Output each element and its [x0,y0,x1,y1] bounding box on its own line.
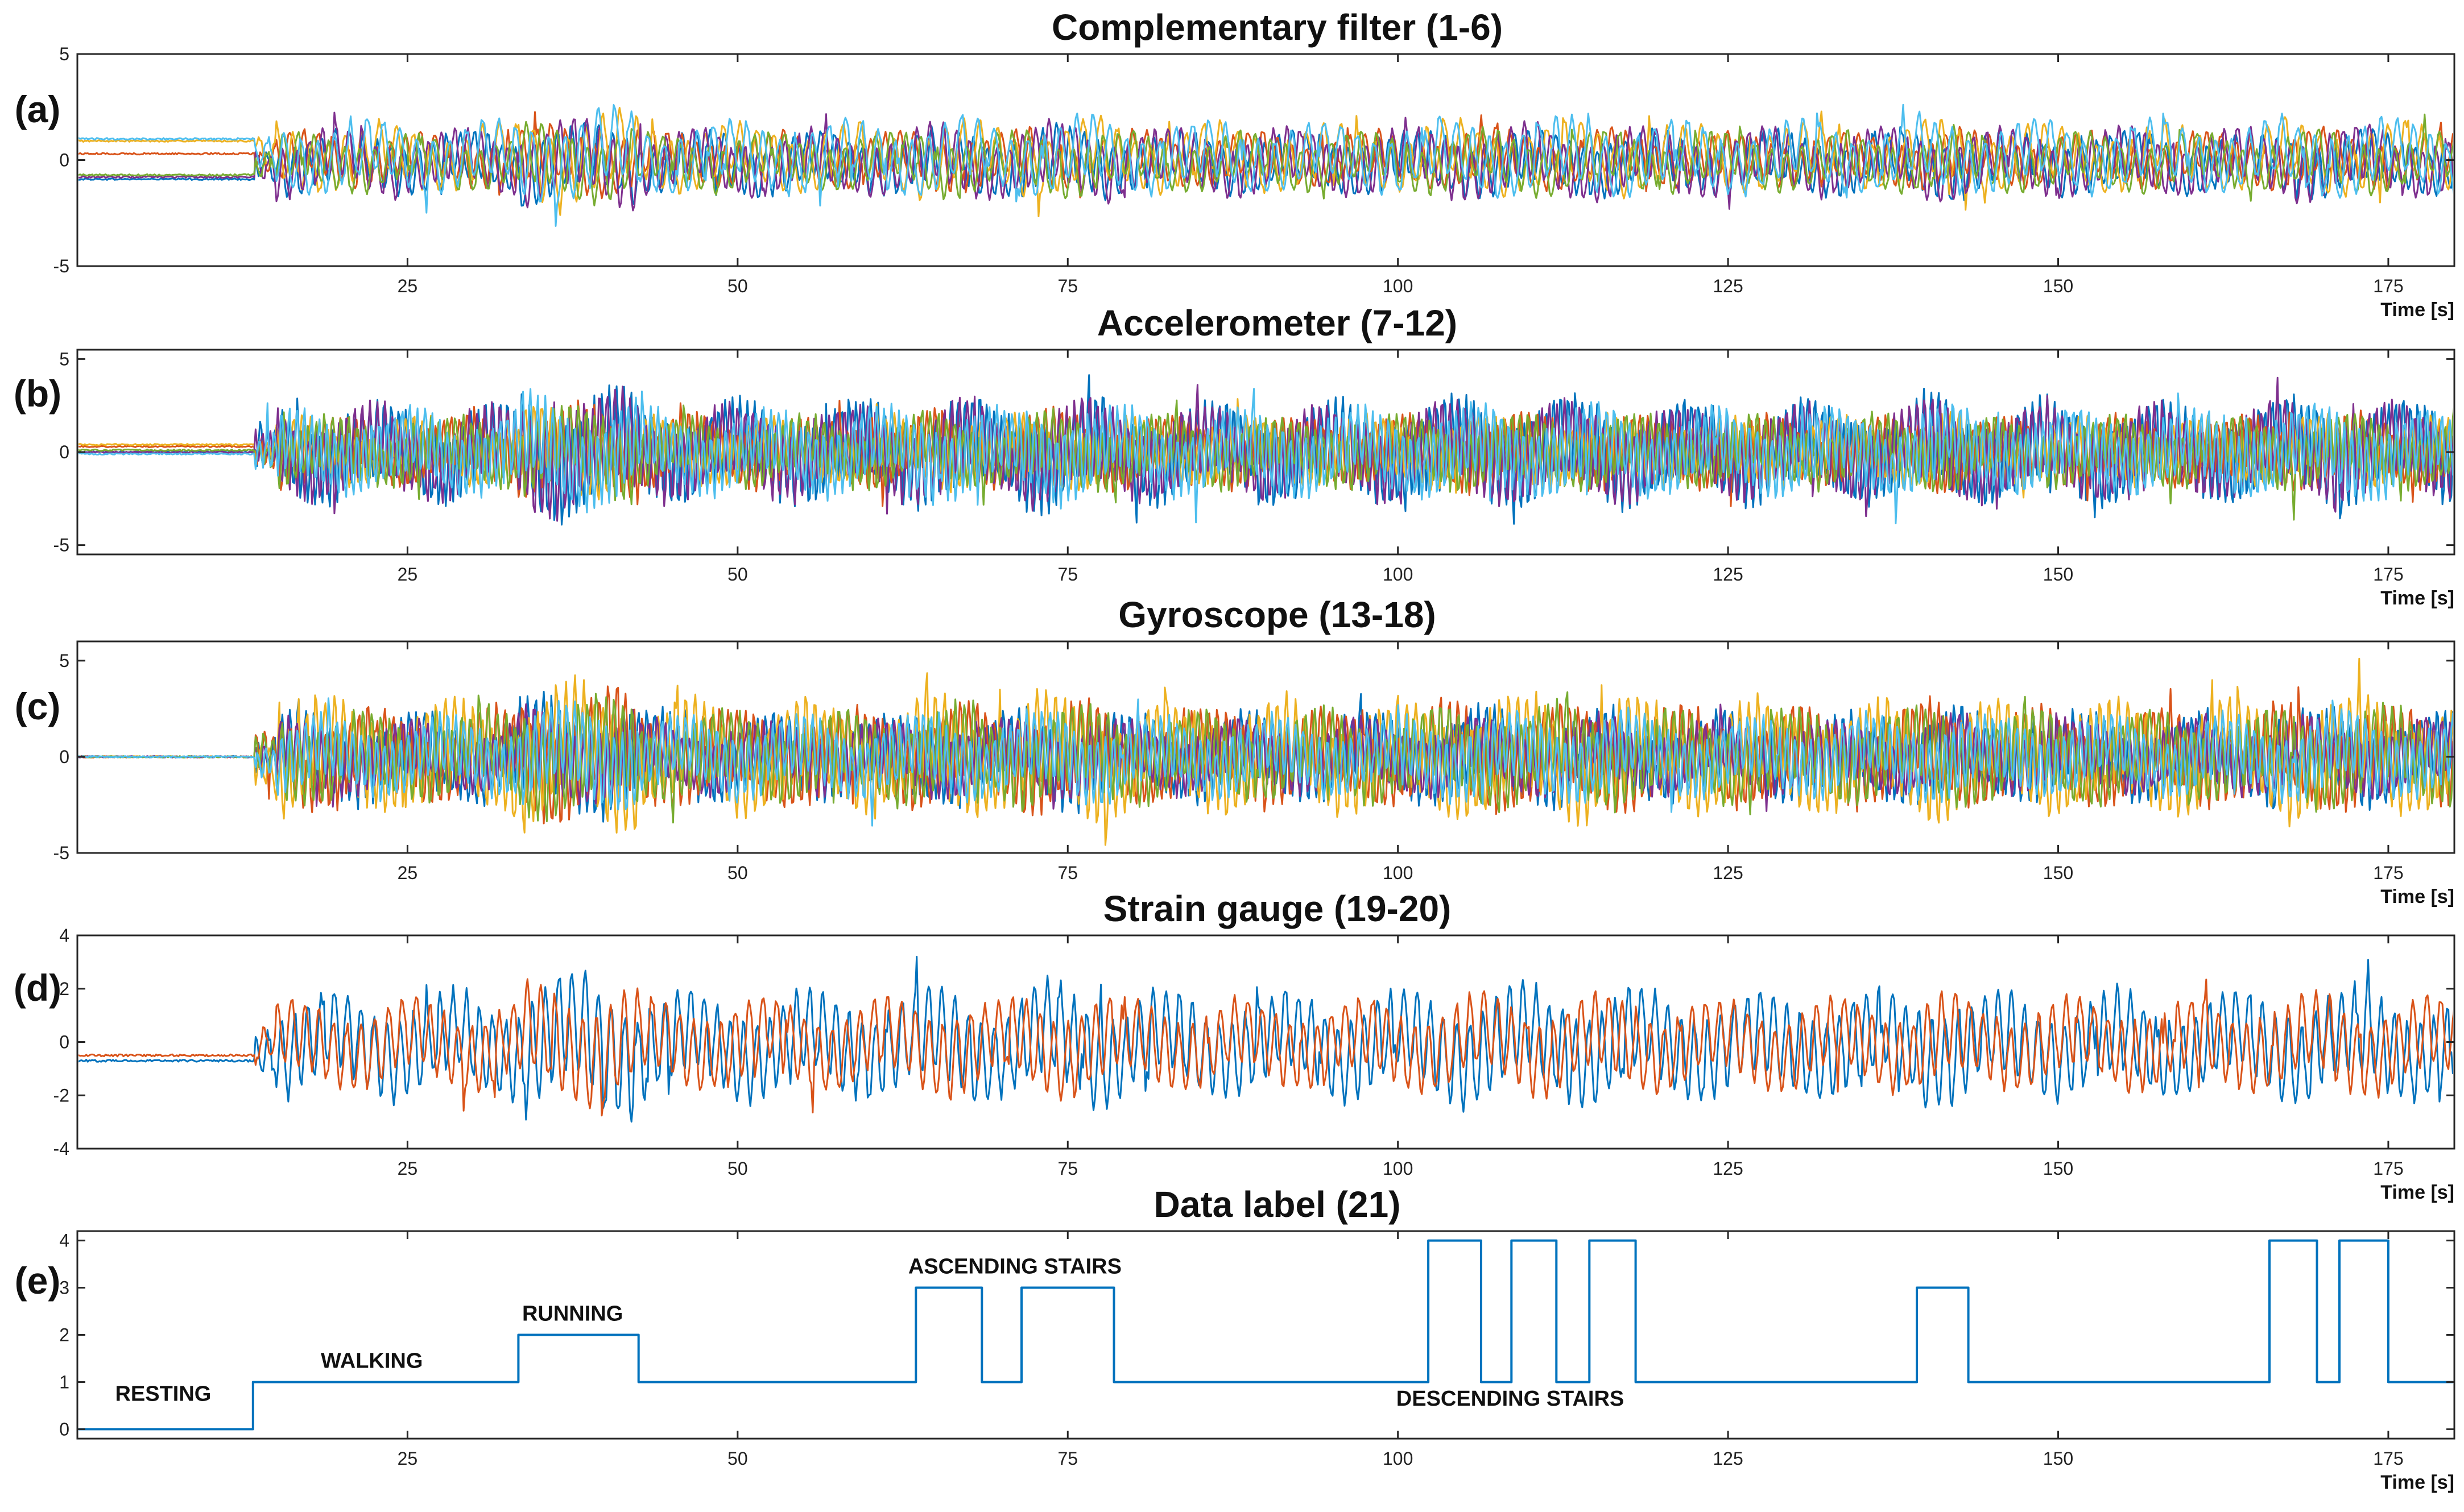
series-18 [78,697,2453,827]
x-tick-label: 100 [1383,564,1413,585]
x-tick-label: 25 [398,276,418,296]
y-tick-label: 0 [59,150,69,171]
y-tick-label: -2 [53,1085,69,1105]
x-tick-label: 75 [1057,1448,1078,1469]
x-axis-label: Time [s] [2380,1472,2454,1493]
x-tick-label: 175 [2373,276,2403,296]
y-tick-label: 0 [59,442,69,462]
x-tick-label: 75 [1057,564,1078,585]
x-tick-label: 100 [1383,276,1413,296]
panel-title: Gyroscope (13-18) [1118,594,1436,635]
y-tick-label: -5 [53,256,69,276]
y-tick-label: -5 [53,535,69,556]
y-tick-label: 0 [59,1032,69,1053]
x-tick-label: 125 [1713,276,1743,296]
y-tick-label: 0 [59,747,69,767]
x-tick-label: 75 [1057,863,1078,883]
y-tick-label: 4 [59,1231,69,1251]
panel-title: Complementary filter (1-6) [1052,7,1503,48]
y-tick-label: 3 [59,1278,69,1298]
x-tick-label: 150 [2043,1448,2073,1469]
x-tick-label: 50 [727,1448,748,1469]
series-6 [78,103,2453,227]
panel-1: Complementary filter (1-6)(a)25 50 75 100 12… [15,7,2455,321]
activity-annotation: ASCENDING STAIRS [908,1255,1122,1279]
y-tick-label: 5 [59,349,69,369]
series-11 [78,399,2453,521]
x-tick-label: 150 [2043,1158,2073,1179]
y-tick-label: 2 [59,1325,69,1345]
x-tick-label: 150 [2043,564,2073,585]
x-tick-label: 175 [2373,863,2403,883]
panel-3: Gyroscope (13-18)(c)25 50 75 100 125 150 17550… [15,594,2455,908]
x-tick-label: 100 [1383,1158,1413,1179]
x-tick-label: 175 [2373,1448,2403,1469]
activity-annotation: RESTING [115,1382,211,1406]
x-tick-label: 75 [1057,276,1078,296]
x-tick-label: 150 [2043,276,2073,296]
x-tick-label: 150 [2043,863,2073,883]
y-tick-label: 5 [59,44,69,64]
y-tick-label: 4 [59,925,69,946]
x-tick-label: 100 [1383,1448,1413,1469]
x-tick-label: 125 [1713,1158,1743,1179]
x-tick-label: 50 [727,276,748,296]
x-tick-label: 25 [398,564,418,585]
x-tick-label: 125 [1713,1448,1743,1469]
x-tick-label: 75 [1057,1158,1078,1179]
panel-label: (b) [14,372,61,415]
x-axis-label: Time [s] [2380,587,2454,609]
x-tick-label: 25 [398,1448,418,1469]
x-tick-label: 25 [398,863,418,883]
x-tick-label: 50 [727,1158,748,1179]
y-tick-label: -4 [53,1138,69,1159]
panel-label: (c) [15,685,61,727]
x-tick-label: 50 [727,564,748,585]
x-tick-label: 25 [398,1158,418,1179]
panel-title: Data label (21) [1154,1184,1401,1225]
x-tick-label: 100 [1383,863,1413,883]
series-5 [78,113,2453,206]
activity-annotation: DESCENDING STAIRS [1396,1387,1624,1411]
series-19 [78,955,2453,1123]
x-tick-label: 125 [1713,863,1743,883]
series-12 [78,388,2453,524]
panel-title: Strain gauge (19-20) [1103,888,1452,929]
x-axis-label: Time [s] [2380,299,2454,321]
y-tick-label: 1 [59,1372,69,1392]
activity-annotation: RUNNING [522,1302,623,1326]
series-21 [78,1239,2453,1431]
x-tick-label: 50 [727,863,748,883]
x-axis-label: Time [s] [2380,886,2454,908]
y-tick-label: 2 [59,979,69,999]
x-axis-label: Time [s] [2380,1182,2454,1203]
series-20 [78,978,2453,1117]
panel-label: (a) [15,88,61,130]
panel-2: Accelerometer (7-12)(b)25 50 75 100 125 150 17… [14,303,2455,609]
y-tick-label: -5 [53,843,69,863]
y-tick-label: 5 [59,651,69,671]
panel-5: Data label (21) (e) 25 50 75 100 125 150 175 4 3 2 1… [15,1184,2455,1493]
plot-frame [76,1230,2455,1440]
panel-4: Strain gauge (19-20) (d) 25 50 75 100 125 150 17… [14,888,2455,1203]
y-tick-label: 0 [59,1419,69,1439]
panel-label: (e) [15,1260,61,1302]
x-tick-label: 175 [2373,564,2403,585]
x-tick-label: 175 [2373,1158,2403,1179]
panel-title: Accelerometer (7-12) [1097,303,1457,343]
x-tick-label: 125 [1713,564,1743,585]
panel-label: (d) [14,967,61,1009]
activity-annotation: WALKING [321,1349,423,1373]
